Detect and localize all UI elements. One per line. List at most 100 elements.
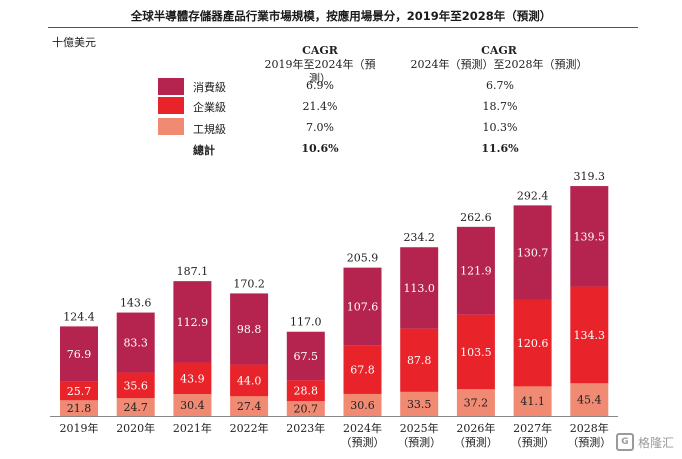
bar-enterprise-1 — [116, 372, 155, 399]
value-label-industrial-4: 20.7 — [294, 403, 319, 416]
bar-consumer-0 — [60, 326, 98, 382]
cagr-total-2024-2028: 11.6% — [481, 142, 519, 155]
cagr-enterprise-2024-2028: 18.7% — [482, 100, 518, 113]
cagr-header-1: CAGR 2019年至2024年（預測） — [258, 44, 382, 86]
bar-industrial-3 — [230, 396, 269, 416]
value-label-enterprise-3: 44.0 — [237, 374, 262, 387]
total-label-6: 234.2 — [403, 231, 435, 244]
x-tick-label-0: 2019年 — [60, 421, 99, 435]
total-label-7: 262.6 — [460, 211, 492, 224]
total-label-9: 319.3 — [574, 170, 606, 183]
bar-industrial-5 — [343, 393, 382, 416]
value-label-enterprise-1: 35.6 — [123, 379, 148, 392]
bar-enterprise-9 — [570, 286, 609, 384]
value-label-enterprise-9: 134.3 — [574, 329, 606, 342]
bar-industrial-4 — [286, 401, 325, 416]
value-label-consumer-8: 130.7 — [517, 246, 549, 259]
total-label-2: 187.1 — [177, 265, 209, 278]
x-tick-label-8: 2027年 — [513, 421, 552, 435]
x-tick-sublabel-8: （預測） — [511, 435, 555, 449]
legend-label-enterprise: 企業級 — [193, 101, 226, 114]
bar-industrial-8 — [513, 386, 552, 416]
cagr-header-2: CAGR 2024年（預測）至2028年（預測） — [404, 44, 594, 72]
value-label-industrial-6: 33.5 — [407, 398, 432, 411]
cagr-consumer-2019-2024: 6.9% — [306, 79, 334, 92]
bar-consumer-1 — [116, 312, 155, 373]
total-label-3: 170.2 — [233, 277, 265, 290]
bar-enterprise-4 — [286, 380, 325, 402]
bar-industrial-7 — [456, 389, 495, 416]
x-tick-sublabel-9: （預測） — [567, 435, 611, 449]
x-tick-label-6: 2025年 — [400, 421, 439, 435]
value-label-enterprise-0: 25.7 — [67, 385, 92, 398]
bar-consumer-7 — [456, 226, 495, 315]
value-label-enterprise-5: 67.8 — [350, 364, 375, 377]
value-label-enterprise-6: 87.8 — [407, 354, 432, 367]
total-label-8: 292.4 — [517, 189, 549, 202]
title-divider — [48, 27, 638, 28]
bar-consumer-3 — [230, 293, 269, 365]
bar-enterprise-7 — [456, 314, 495, 390]
cagr-enterprise-2019-2024: 21.4% — [302, 100, 338, 113]
value-label-industrial-1: 24.7 — [123, 401, 148, 414]
cagr-industrial-2024-2028: 10.3% — [482, 121, 518, 134]
value-label-consumer-7: 121.9 — [460, 265, 492, 278]
x-tick-label-9: 2028年 — [570, 421, 609, 435]
bar-industrial-0 — [60, 400, 98, 416]
value-label-consumer-1: 83.3 — [123, 337, 148, 350]
legend-label-consumer: 消費級 — [193, 81, 226, 94]
value-label-consumer-6: 113.0 — [403, 282, 435, 295]
bar-enterprise-6 — [400, 328, 439, 392]
value-label-consumer-3: 98.8 — [237, 323, 262, 336]
watermark: G 格隆汇 — [615, 433, 674, 451]
legend-swatch-consumer — [158, 78, 184, 95]
unit-label: 十億美元 — [52, 36, 96, 49]
cagr-industrial-2019-2024: 7.0% — [306, 121, 334, 134]
value-label-industrial-2: 30.4 — [180, 399, 205, 412]
bar-consumer-6 — [400, 247, 439, 329]
value-label-industrial-5: 30.6 — [350, 399, 375, 412]
x-tick-label-3: 2022年 — [230, 421, 269, 435]
bar-consumer-4 — [286, 331, 325, 381]
bar-enterprise-2 — [173, 362, 212, 395]
legend-swatch-enterprise — [158, 97, 184, 114]
total-label-0: 124.4 — [63, 310, 95, 323]
bar-enterprise-5 — [343, 345, 382, 394]
value-label-consumer-9: 139.5 — [574, 230, 606, 243]
chart-title: 全球半導體存儲器產品行業市場規模，按應用場景分，2019年至2028年（預測） — [130, 9, 552, 23]
legend-swatch-industrial — [158, 118, 184, 135]
bar-consumer-5 — [343, 267, 382, 346]
bar-industrial-1 — [116, 398, 155, 416]
watermark-text: 格隆汇 — [637, 435, 674, 450]
value-label-consumer-0: 76.9 — [67, 348, 92, 361]
value-label-industrial-7: 37.2 — [464, 397, 489, 410]
value-label-consumer-5: 107.6 — [347, 300, 379, 313]
x-tick-sublabel-6: （預測） — [397, 435, 441, 449]
bar-industrial-9 — [570, 383, 609, 416]
legend-label-total: 總計 — [193, 144, 215, 157]
bar-consumer-8 — [513, 205, 552, 300]
value-label-industrial-3: 27.4 — [237, 400, 262, 413]
value-label-consumer-4: 67.5 — [294, 350, 319, 363]
cagr-header-1-title: CAGR — [302, 44, 338, 57]
x-tick-label-7: 2026年 — [456, 421, 495, 435]
bar-enterprise-0 — [60, 381, 98, 401]
x-tick-sublabel-7: （預測） — [454, 435, 498, 449]
x-tick-label-4: 2023年 — [286, 421, 325, 435]
value-label-enterprise-7: 103.5 — [460, 346, 492, 359]
value-label-consumer-2: 112.9 — [177, 316, 209, 329]
cagr-header-1-period: 2019年至2024年（預測） — [264, 58, 376, 85]
cagr-header-2-period: 2024年（預測）至2028年（預測） — [410, 58, 588, 71]
bar-industrial-6 — [400, 391, 439, 416]
value-label-enterprise-4: 28.8 — [294, 385, 319, 398]
bar-industrial-2 — [173, 394, 212, 416]
legend-label-industrial: 工規級 — [193, 123, 226, 136]
value-label-industrial-0: 21.8 — [67, 402, 92, 415]
x-tick-label-1: 2020年 — [116, 421, 155, 435]
watermark-logo-icon: G — [615, 433, 634, 451]
value-label-enterprise-8: 120.6 — [517, 337, 549, 350]
x-tick-sublabel-5: （預測） — [341, 435, 385, 449]
bar-enterprise-3 — [230, 364, 269, 397]
value-label-industrial-8: 41.1 — [520, 395, 545, 408]
